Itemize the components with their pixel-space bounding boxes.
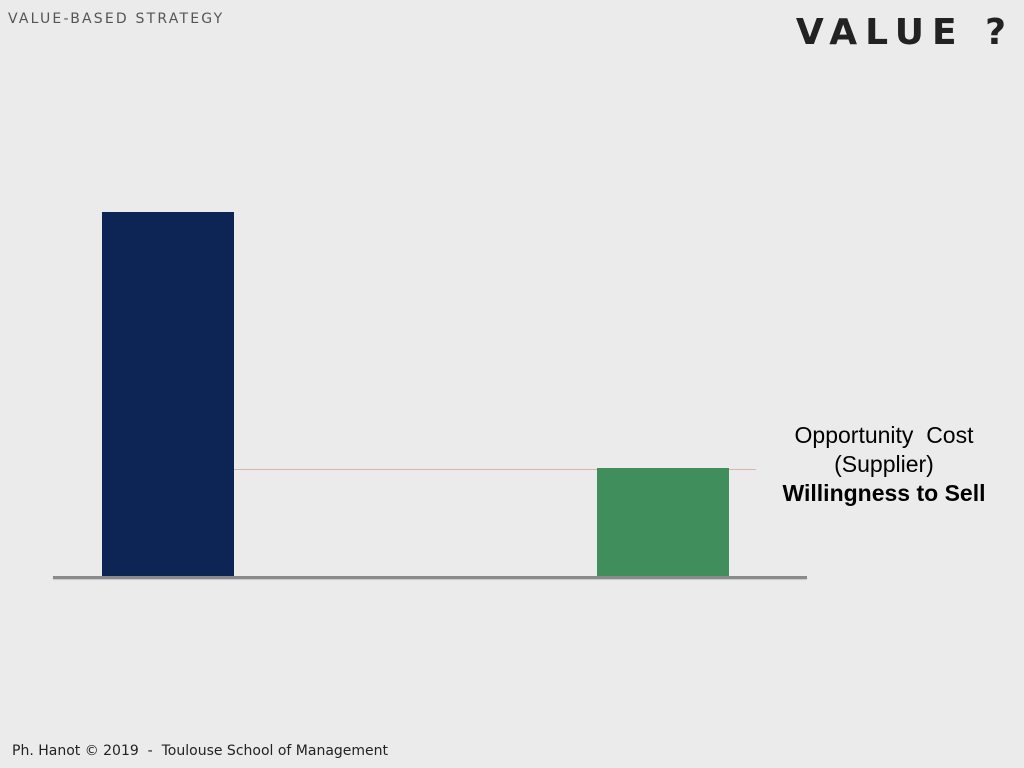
right-bar <box>597 468 729 577</box>
annotation-line-2: (Supplier) <box>834 451 934 477</box>
opportunity-cost-annotation: Opportunity Cost (Supplier) Willingness … <box>764 421 1004 508</box>
footer-credit: Ph. Hanot © 2019 - Toulouse School of Ma… <box>12 743 389 759</box>
slide-title: VALUE ? <box>795 12 1014 53</box>
section-label: VALUE-BASED STRATEGY <box>8 11 225 27</box>
baseline <box>53 576 807 579</box>
willingness-to-sell-guide-line <box>234 469 756 470</box>
annotation-line-3: Willingness to Sell <box>782 480 986 506</box>
left-bar <box>102 212 234 577</box>
annotation-line-1: Opportunity Cost <box>794 422 974 448</box>
